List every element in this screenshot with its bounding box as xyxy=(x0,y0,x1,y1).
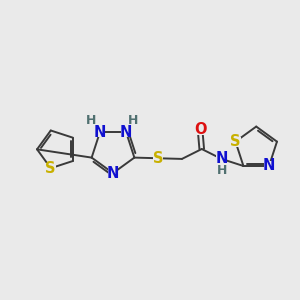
Text: N: N xyxy=(215,152,228,166)
FancyBboxPatch shape xyxy=(94,128,105,137)
Text: S: S xyxy=(46,161,56,176)
FancyBboxPatch shape xyxy=(121,128,131,137)
Text: N: N xyxy=(107,166,119,181)
Text: H: H xyxy=(86,114,97,128)
Text: S: S xyxy=(230,134,241,149)
FancyBboxPatch shape xyxy=(264,161,274,171)
FancyBboxPatch shape xyxy=(46,163,56,173)
Text: H: H xyxy=(128,114,139,128)
Text: S: S xyxy=(153,151,164,166)
FancyBboxPatch shape xyxy=(230,137,241,147)
Text: O: O xyxy=(194,122,206,137)
FancyBboxPatch shape xyxy=(195,125,206,135)
Text: N: N xyxy=(120,125,132,140)
FancyBboxPatch shape xyxy=(216,154,227,164)
Text: N: N xyxy=(94,125,106,140)
Text: H: H xyxy=(217,164,227,177)
Text: N: N xyxy=(263,158,275,173)
FancyBboxPatch shape xyxy=(108,168,118,178)
FancyBboxPatch shape xyxy=(153,153,164,163)
